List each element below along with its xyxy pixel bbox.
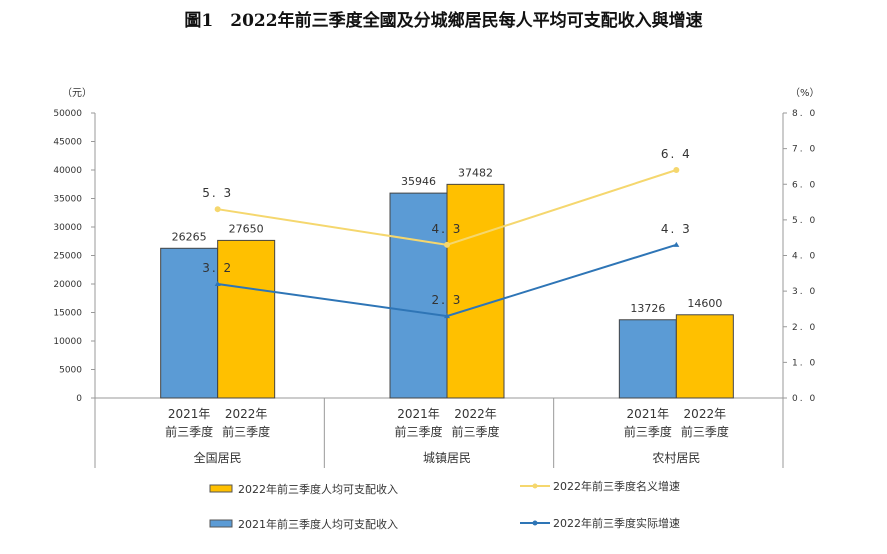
category-sub-label: 2021年 (627, 407, 670, 421)
line-value-label: 3. 2 (202, 261, 233, 275)
line-marker (673, 241, 680, 247)
line-marker (214, 281, 221, 286)
right-tick-label: 2. 0 (792, 323, 817, 333)
left-tick-label: 35000 (53, 195, 82, 205)
category-sub-label: 2021年 (168, 407, 211, 421)
right-tick-label: 5. 0 (792, 216, 817, 226)
left-tick-label: 15000 (53, 309, 82, 319)
legend-label: 2022年前三季度人均可支配收入 (238, 482, 398, 496)
line-marker (673, 167, 680, 173)
line-value-label: 5. 3 (202, 186, 233, 200)
left-tick-label: 25000 (53, 252, 82, 262)
category-label: 城镇居民 (423, 451, 471, 465)
category-sub-label: 前三季度 (451, 424, 499, 439)
category-sub-label: 前三季度 (222, 424, 270, 439)
bar-value-label: 26265 (172, 230, 207, 243)
line-value-label: 2. 3 (432, 293, 463, 307)
right-tick-label: 1. 0 (792, 358, 817, 368)
left-tick-label: 45000 (53, 138, 82, 148)
line-value-label: 4. 3 (661, 222, 692, 236)
left-tick-label: 40000 (53, 166, 82, 176)
category-sub-label: 前三季度 (624, 424, 672, 439)
line-value-label: 6. 4 (661, 147, 692, 161)
chart-title: 圖1 2022年前三季度全國及分城鄉居民每人平均可支配收入與增速 (184, 11, 703, 31)
category-sub-label: 前三季度 (165, 424, 213, 439)
left-tick-label: 50000 (53, 109, 82, 119)
right-tick-label: 3. 0 (792, 287, 817, 297)
line-marker (444, 313, 450, 319)
bar-2022 (217, 239, 276, 399)
legend-marker (532, 520, 538, 526)
bar-value-label: 13726 (630, 302, 665, 315)
right-tick-label: 7. 0 (792, 145, 817, 155)
bar-2021 (160, 247, 219, 399)
legend-swatch (209, 484, 233, 493)
right-tick-label: 8. 0 (792, 109, 817, 119)
right-tick-label: 0. 0 (792, 394, 817, 404)
line-value-label: 4. 3 (432, 222, 463, 236)
legend-label: 2022年前三季度名义增速 (553, 479, 680, 493)
bar-2021 (389, 192, 448, 399)
left-tick-label: 0 (76, 394, 82, 404)
category-sub-label: 2022年 (454, 407, 497, 421)
right-tick-label: 6. 0 (792, 180, 817, 190)
bar-value-label: 37482 (458, 166, 493, 179)
bar-2022 (675, 314, 734, 399)
category-sub-label: 2021年 (397, 407, 440, 421)
left-axis-label: （元） (62, 87, 92, 99)
right-axis-label: （%） (790, 87, 820, 99)
left-tick-label: 30000 (53, 223, 82, 233)
bar-value-label: 27650 (229, 222, 264, 235)
bar-2021 (618, 319, 677, 399)
line-marker (214, 206, 221, 213)
bar-value-label: 14600 (687, 297, 722, 310)
legend-label: 2021年前三季度人均可支配收入 (238, 517, 398, 531)
left-tick-label: 10000 (53, 337, 82, 347)
category-sub-label: 2022年 (684, 407, 727, 421)
category-label: 农村居民 (652, 451, 700, 465)
right-tick-label: 4. 0 (792, 252, 817, 262)
legend-label: 2022年前三季度实际增速 (553, 516, 680, 530)
bar-value-label: 35946 (401, 175, 436, 188)
line-marker (444, 241, 450, 248)
legend-swatch (209, 519, 233, 528)
category-sub-label: 前三季度 (681, 424, 729, 439)
left-tick-label: 20000 (53, 280, 82, 290)
bar-2022 (446, 183, 505, 399)
left-tick-label: 5000 (59, 366, 82, 376)
category-label: 全国居民 (194, 450, 242, 465)
legend-marker (532, 483, 538, 489)
category-sub-label: 前三季度 (394, 424, 442, 439)
category-sub-label: 2022年 (225, 407, 268, 421)
